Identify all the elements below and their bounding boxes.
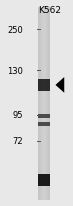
Polygon shape <box>55 78 64 93</box>
Bar <box>38 123 50 127</box>
Bar <box>42 8 43 200</box>
Bar <box>43 8 44 200</box>
Bar <box>41 8 42 200</box>
Bar <box>40 8 41 200</box>
Text: 72: 72 <box>13 137 23 146</box>
Bar <box>47 8 48 200</box>
Text: K562: K562 <box>38 6 61 15</box>
Text: 250: 250 <box>8 25 23 34</box>
Text: 130: 130 <box>8 67 23 76</box>
Bar <box>45 8 46 200</box>
Bar <box>46 8 47 200</box>
Bar <box>38 80 50 91</box>
Text: 95: 95 <box>13 111 23 120</box>
Bar <box>38 114 50 119</box>
Bar <box>49 8 50 200</box>
Bar <box>38 174 50 186</box>
Bar <box>44 8 45 200</box>
Bar <box>38 8 39 200</box>
Bar <box>39 8 40 200</box>
Bar <box>48 8 49 200</box>
